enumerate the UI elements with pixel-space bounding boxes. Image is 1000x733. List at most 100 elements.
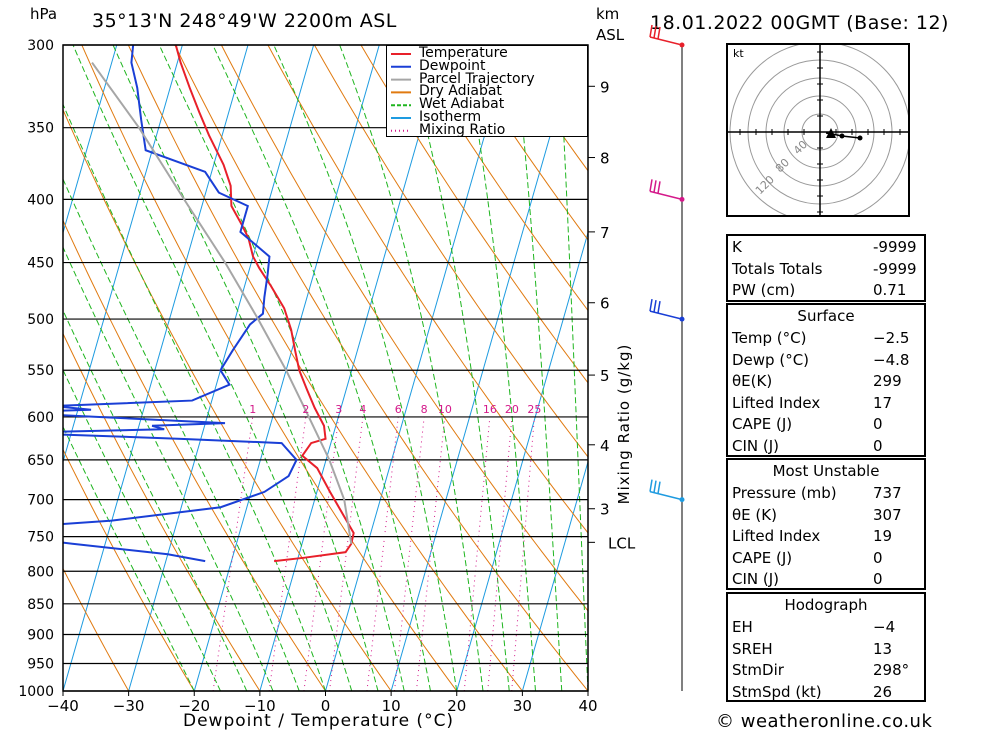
dry-adiabat-line bbox=[63, 332, 261, 691]
table-row: Lifted Index 19 bbox=[728, 525, 924, 547]
height-tick-label: 4 bbox=[600, 437, 610, 455]
mixing-ratio-label: 8 bbox=[421, 403, 428, 416]
legend-lines bbox=[391, 53, 411, 132]
dry-adiabat-line bbox=[63, 448, 195, 691]
x-tick-label: 30 bbox=[513, 697, 532, 715]
row-label: Dewp (°C) bbox=[732, 350, 810, 369]
row-value: 0 bbox=[873, 548, 883, 567]
x-tick-label: −10 bbox=[244, 697, 276, 715]
dry-adiabat-line bbox=[220, 45, 588, 612]
row-label: EH bbox=[732, 618, 753, 636]
dry-adiabat-line bbox=[995, 27, 1000, 691]
row-label: Totals Totals bbox=[732, 259, 823, 278]
dry-adiabat-line bbox=[127, 45, 523, 691]
x-tick-label: 0 bbox=[321, 697, 331, 715]
wet-adiabat-line bbox=[514, 45, 563, 691]
mixing-ratio-label: 6 bbox=[395, 403, 402, 416]
mixing-ratio-label: 4 bbox=[359, 403, 366, 416]
mixing-ratio-label: 1 bbox=[249, 403, 256, 416]
km-asl-label: ASL bbox=[596, 26, 625, 44]
dry-adiabat-line bbox=[949, 27, 1000, 691]
credit-link[interactable]: © weatheronline.co.uk bbox=[716, 711, 933, 732]
mixing-ratio-line bbox=[329, 416, 364, 691]
pressure-tick-label: 600 bbox=[27, 410, 54, 426]
isotherm-line bbox=[63, 45, 249, 691]
isotherm-line bbox=[259, 45, 446, 691]
pressure-tick-label: 850 bbox=[27, 597, 54, 613]
pressure-tick-label: 350 bbox=[27, 121, 54, 137]
storm-motion-marker bbox=[826, 128, 836, 138]
row-label: θE(K) bbox=[732, 372, 773, 391]
dry-adiabat-line bbox=[453, 45, 588, 241]
x-tick-label: 20 bbox=[447, 697, 466, 715]
height-tick-label: 9 bbox=[600, 78, 610, 96]
dry-adiabat-line bbox=[63, 108, 392, 691]
legend-entry: Wet Adiabat bbox=[419, 96, 505, 113]
dry-adiabat-line bbox=[360, 45, 588, 384]
pressure-tick-label: 1000 bbox=[18, 684, 54, 700]
mixing-ratio-line bbox=[366, 416, 399, 691]
wind-barb bbox=[649, 24, 685, 48]
x-tick-label: −20 bbox=[178, 697, 210, 715]
most-unstable-table: Most Unstable Pressure (mb) 737 θE (K) 307 Li… bbox=[726, 458, 926, 590]
pressure-tick-label: 700 bbox=[27, 493, 54, 509]
wet-adiabat-line bbox=[158, 45, 405, 691]
height-tick-label: 8 bbox=[600, 150, 610, 168]
location-title: 35°13'N 248°49'W 2200m ASL bbox=[92, 10, 397, 32]
hodograph-stats-table: Hodograph EH −4 SREH 13 StmDir 298° StmSpd (kt)… bbox=[726, 592, 926, 702]
wet-adiabat-line bbox=[63, 425, 195, 691]
row-label: Lifted Index bbox=[732, 527, 821, 546]
hodograph-point bbox=[839, 133, 845, 139]
table-row: Totals Totals -9999 bbox=[728, 258, 924, 280]
x-tick-label: −30 bbox=[113, 697, 145, 715]
wet-adiabat-line bbox=[339, 45, 484, 691]
mixing-ratio-label: 3 bbox=[335, 403, 342, 416]
table-row: PW (cm) 0.71 bbox=[728, 279, 924, 301]
dewpoint-line bbox=[63, 45, 298, 563]
legend-entry: Parcel Trajectory bbox=[419, 70, 535, 87]
row-value: 298° bbox=[873, 661, 910, 680]
pressure-tick-label: 950 bbox=[27, 656, 54, 672]
table-row: K -9999 bbox=[728, 236, 924, 258]
height-tick-label: 6 bbox=[600, 295, 610, 313]
hodograph-ring-label: 40 bbox=[791, 138, 810, 157]
dry-adiabat-line bbox=[267, 45, 588, 534]
mixing-ratio-line bbox=[511, 416, 535, 691]
isotherm-line bbox=[390, 45, 577, 691]
row-value: 13 bbox=[873, 639, 893, 658]
surface-title: Surface bbox=[797, 307, 855, 325]
km-unit-label: km bbox=[596, 5, 620, 23]
pressure-tick-label: 500 bbox=[27, 312, 54, 328]
row-value: 0 bbox=[873, 437, 883, 455]
wind-barb bbox=[649, 479, 685, 503]
legend-entry: Dry Adiabat bbox=[419, 83, 502, 100]
row-label: θE (K) bbox=[732, 505, 777, 524]
table-row: Temp (°C) −2.5 bbox=[728, 327, 924, 349]
pressure-tick-label: 900 bbox=[27, 627, 54, 643]
row-value: 737 bbox=[873, 484, 902, 502]
row-label: Pressure (mb) bbox=[732, 484, 837, 502]
isotherm-line bbox=[521, 460, 588, 691]
row-value: 299 bbox=[873, 372, 902, 391]
dry-adiabat-line bbox=[81, 45, 458, 691]
height-tick-label: 5 bbox=[600, 367, 610, 385]
mixing-ratio-line bbox=[303, 416, 340, 691]
isotherm-line bbox=[63, 45, 118, 235]
table-row: EH −4 bbox=[728, 616, 924, 638]
row-label: PW (cm) bbox=[732, 281, 796, 300]
mixing-ratio-line bbox=[212, 416, 254, 691]
row-value: 307 bbox=[873, 505, 902, 524]
isotherm-line bbox=[456, 230, 588, 691]
wet-adiabat-line bbox=[63, 103, 326, 691]
x-tick-label: 10 bbox=[382, 697, 401, 715]
table-row: StmDir 298° bbox=[728, 659, 924, 681]
table-row: CAPE (J) 0 bbox=[728, 547, 924, 569]
hodograph-ring-label: 120 bbox=[753, 173, 777, 197]
legend-entry: Dewpoint bbox=[419, 57, 486, 74]
row-label: K bbox=[732, 238, 742, 256]
row-label: CAPE (J) bbox=[732, 415, 793, 434]
dry-adiabat-line bbox=[63, 219, 326, 691]
wet-adiabat-line bbox=[273, 45, 458, 691]
row-value: -9999 bbox=[873, 259, 917, 278]
